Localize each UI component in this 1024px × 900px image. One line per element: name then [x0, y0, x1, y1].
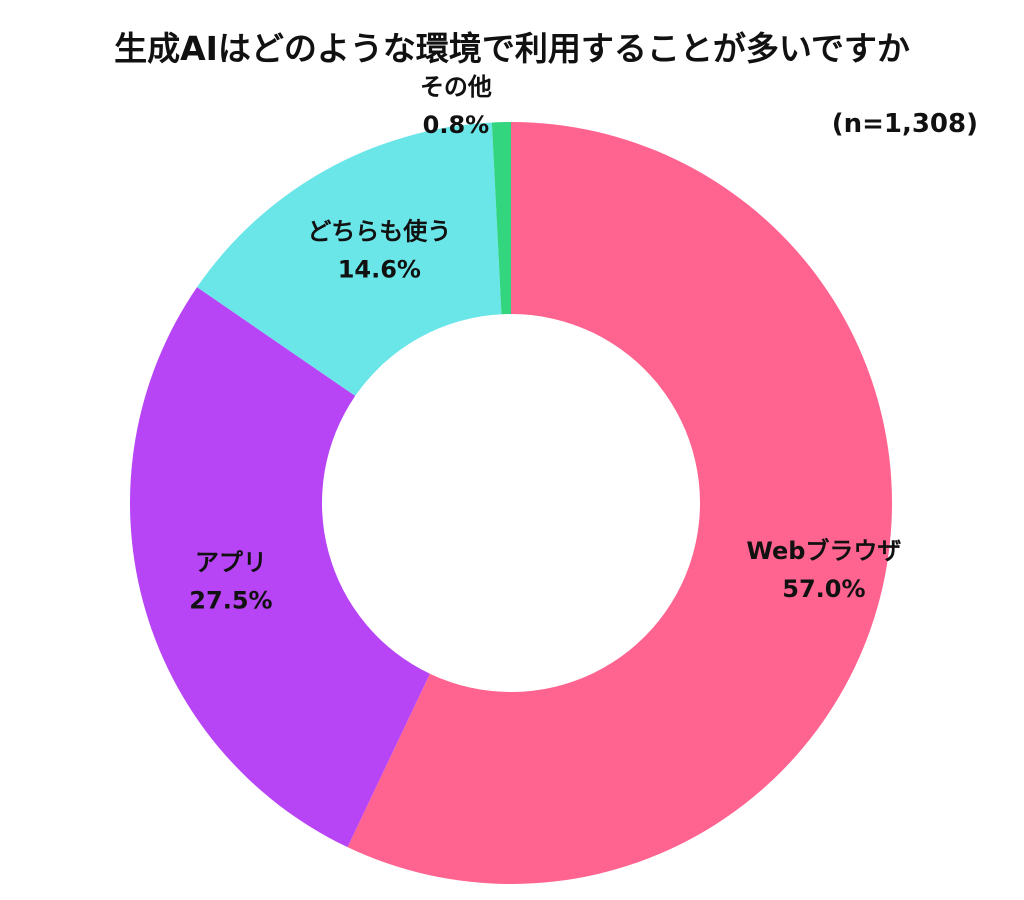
- slice-label: どちらも使う: [307, 217, 451, 245]
- slice-value-label: 57.0%: [782, 575, 865, 603]
- donut-slice: [129, 287, 430, 848]
- donut-slice: [197, 122, 502, 396]
- chart-title: 生成AIはどのような環境で利用することが多いですか: [114, 29, 910, 68]
- slice-value-label: 14.6%: [338, 255, 421, 283]
- sample-size-label: (n=1,308): [832, 109, 978, 139]
- slice-value-label: 27.5%: [189, 586, 272, 614]
- slice-label: アプリ: [195, 548, 267, 576]
- donut-slices: [129, 122, 893, 884]
- slice-value-label: 0.8%: [423, 111, 490, 139]
- slice-labels: Webブラウザ 57.0% アプリ 27.5% どちらも使う 14.6% その他 0.8%: [189, 73, 901, 614]
- donut-slice: [347, 122, 893, 884]
- donut-slice: [491, 122, 511, 315]
- slice-label: その他: [420, 73, 492, 101]
- slice-label: Webブラウザ: [746, 537, 901, 565]
